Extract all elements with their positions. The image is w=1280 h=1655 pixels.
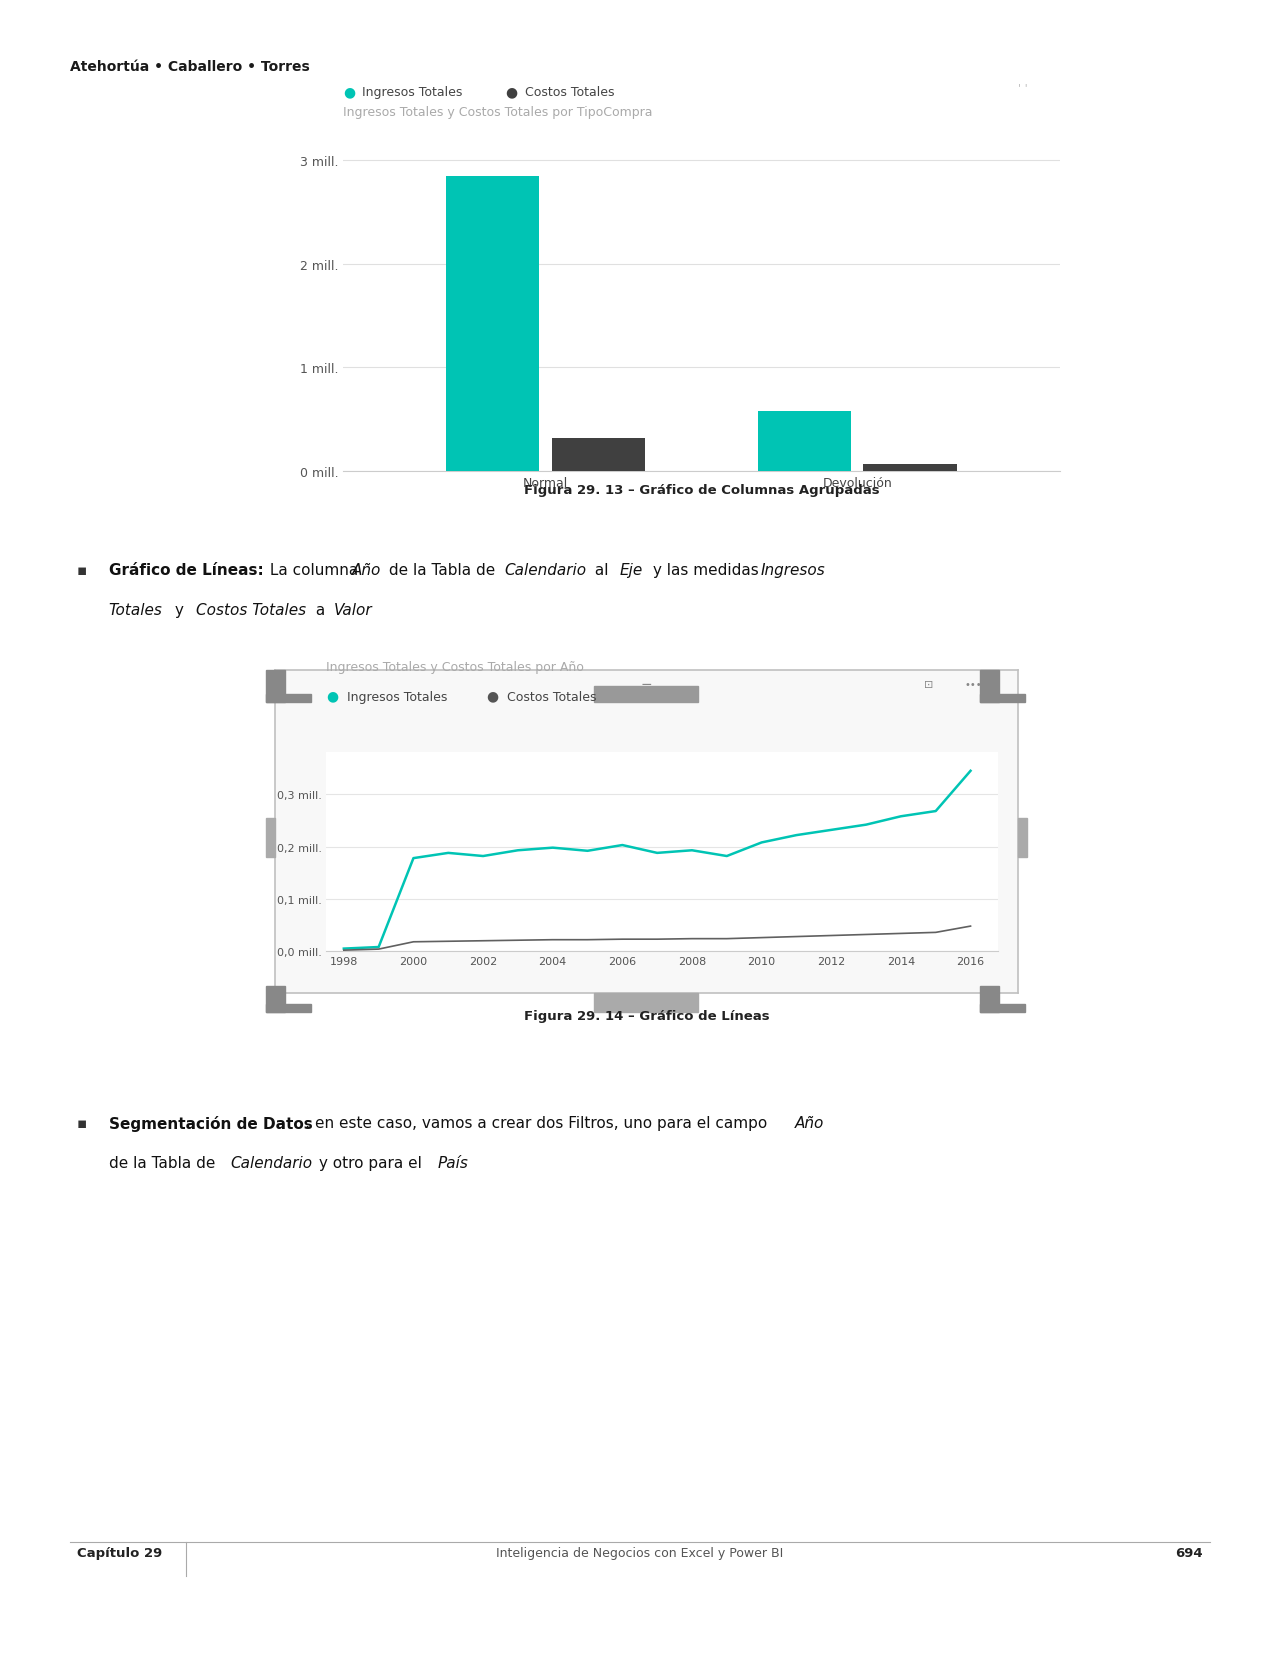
Text: Ingresos Totales: Ingresos Totales bbox=[347, 690, 447, 703]
Text: y otro para el: y otro para el bbox=[314, 1155, 426, 1170]
Text: al: al bbox=[590, 563, 613, 578]
Text: ●: ● bbox=[486, 690, 498, 703]
Text: Ingresos Totales: Ingresos Totales bbox=[362, 86, 462, 99]
Text: ' ': ' ' bbox=[1018, 84, 1028, 94]
Text: La columna: La columna bbox=[265, 563, 364, 578]
Text: de la Tabla de: de la Tabla de bbox=[109, 1155, 220, 1170]
Text: País: País bbox=[438, 1155, 468, 1170]
Bar bbox=[266, 670, 285, 703]
Text: Figura 29. 14 – Gráfico de Líneas: Figura 29. 14 – Gráfico de Líneas bbox=[524, 1010, 769, 1023]
Text: Valor: Valor bbox=[334, 602, 372, 617]
Bar bbox=[266, 695, 311, 703]
Bar bbox=[266, 1005, 311, 1013]
Text: ≡: ≡ bbox=[640, 680, 653, 693]
Bar bbox=[864, 465, 957, 472]
Text: Inteligencia de Negocios con Excel y Power BI: Inteligencia de Negocios con Excel y Pow… bbox=[497, 1546, 783, 1559]
Bar bbox=[594, 993, 699, 1013]
Text: Ingresos Totales y Costos Totales por TipoCompra: Ingresos Totales y Costos Totales por Ti… bbox=[343, 106, 653, 119]
Bar bbox=[980, 670, 998, 703]
Text: Segmentación de Datos: Segmentación de Datos bbox=[109, 1115, 312, 1132]
Text: ●: ● bbox=[506, 86, 517, 99]
Text: Costos Totales: Costos Totales bbox=[196, 602, 306, 617]
Text: ⊡: ⊡ bbox=[924, 680, 933, 690]
Text: Año: Año bbox=[352, 563, 381, 578]
Text: a: a bbox=[311, 602, 330, 617]
Bar bbox=[445, 177, 539, 472]
Text: ▪: ▪ bbox=[77, 1115, 87, 1130]
Text: Ingresos: Ingresos bbox=[760, 563, 826, 578]
Text: Calendario: Calendario bbox=[230, 1155, 312, 1170]
Text: Atehortúa • Caballero • Torres: Atehortúa • Caballero • Torres bbox=[70, 60, 310, 73]
Text: y las medidas: y las medidas bbox=[648, 563, 763, 578]
Bar bbox=[980, 695, 1025, 703]
Text: Costos Totales: Costos Totales bbox=[525, 86, 614, 99]
Bar bbox=[552, 439, 645, 472]
Bar bbox=[980, 986, 998, 1013]
Text: ●: ● bbox=[343, 86, 355, 99]
Bar bbox=[266, 819, 275, 857]
Text: y: y bbox=[170, 602, 189, 617]
Text: Gráfico de Líneas:: Gráfico de Líneas: bbox=[109, 563, 264, 578]
Text: Año: Año bbox=[795, 1115, 824, 1130]
Text: Figura 29. 13 – Gráfico de Columnas Agrupadas: Figura 29. 13 – Gráfico de Columnas Agru… bbox=[524, 483, 879, 496]
Text: Ingresos Totales y Costos Totales por Año: Ingresos Totales y Costos Totales por Añ… bbox=[326, 660, 584, 674]
Bar bbox=[980, 1005, 1025, 1013]
Text: de la Tabla de: de la Tabla de bbox=[384, 563, 500, 578]
Text: : en este caso, vamos a crear dos Filtros, uno para el campo: : en este caso, vamos a crear dos Filtro… bbox=[305, 1115, 772, 1130]
Bar bbox=[758, 412, 851, 472]
Text: ▪: ▪ bbox=[77, 563, 87, 578]
Bar bbox=[266, 986, 285, 1013]
Text: Capítulo 29: Capítulo 29 bbox=[77, 1546, 163, 1559]
Text: •••: ••• bbox=[964, 680, 982, 690]
Text: Totales: Totales bbox=[109, 602, 163, 617]
Text: Costos Totales: Costos Totales bbox=[507, 690, 596, 703]
Text: 694: 694 bbox=[1175, 1546, 1203, 1559]
Text: ●: ● bbox=[326, 690, 338, 703]
Text: Calendario: Calendario bbox=[504, 563, 586, 578]
Bar bbox=[1018, 819, 1027, 857]
Bar bbox=[594, 687, 699, 703]
Text: Eje: Eje bbox=[620, 563, 643, 578]
